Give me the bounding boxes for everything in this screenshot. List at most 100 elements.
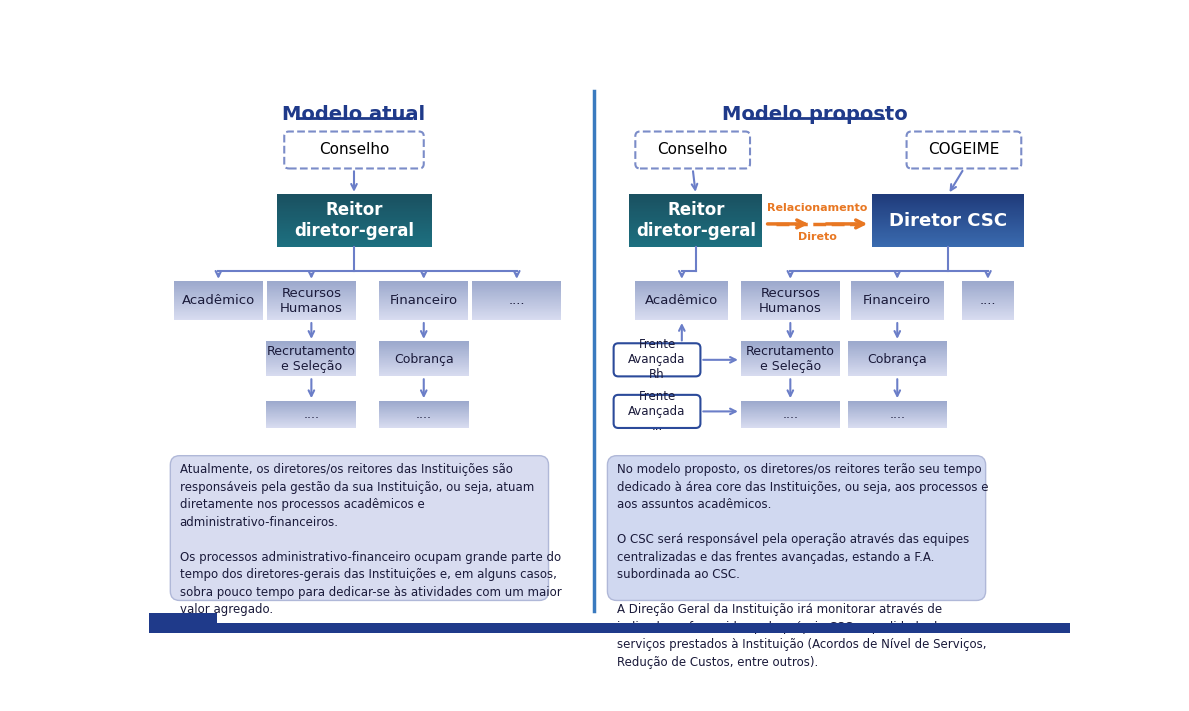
Bar — [848, 369, 946, 370]
Bar — [149, 623, 1070, 633]
Bar — [848, 416, 946, 417]
Bar — [472, 287, 561, 288]
Bar — [379, 406, 468, 407]
Bar — [472, 303, 561, 304]
Bar — [962, 314, 1014, 316]
Bar — [848, 357, 946, 358]
Bar — [174, 310, 263, 311]
Bar — [741, 351, 839, 352]
Bar — [174, 312, 263, 314]
Bar — [741, 312, 839, 314]
Bar — [379, 365, 468, 367]
Bar — [851, 296, 944, 298]
Bar — [741, 356, 839, 357]
Bar — [266, 355, 357, 356]
Bar — [962, 305, 1014, 306]
Bar — [741, 359, 839, 360]
Bar — [848, 345, 946, 346]
Bar — [629, 218, 762, 220]
Text: Conselho: Conselho — [319, 142, 389, 158]
Bar — [472, 290, 561, 291]
Bar — [629, 209, 762, 210]
Bar — [277, 228, 432, 229]
Bar — [741, 316, 839, 317]
Bar — [277, 242, 432, 243]
Bar — [629, 232, 762, 233]
Bar — [266, 341, 357, 343]
Bar — [741, 421, 839, 422]
Bar — [741, 368, 839, 369]
Text: Recursos
Humanos: Recursos Humanos — [279, 287, 342, 315]
Bar — [174, 288, 263, 289]
Bar — [379, 294, 468, 296]
Bar — [472, 304, 561, 306]
Bar — [635, 288, 729, 289]
Bar — [266, 423, 357, 424]
Bar — [629, 228, 762, 229]
Bar — [741, 358, 839, 359]
Bar — [635, 314, 729, 316]
Bar — [174, 313, 263, 314]
Bar — [266, 314, 356, 315]
Bar — [266, 425, 357, 427]
Bar — [873, 230, 1024, 231]
Bar — [629, 237, 762, 239]
Bar — [266, 301, 356, 302]
Bar — [379, 349, 468, 350]
Bar — [851, 287, 944, 288]
Bar — [629, 213, 762, 215]
Bar — [873, 225, 1024, 227]
Text: Frente
Avançada
Rh: Frente Avançada Rh — [628, 338, 686, 381]
Bar — [873, 202, 1024, 203]
Bar — [741, 406, 839, 407]
Text: Financeiro: Financeiro — [863, 294, 931, 307]
Bar — [848, 361, 946, 363]
Bar — [848, 417, 946, 418]
Text: Direto: Direto — [798, 232, 837, 242]
Bar — [277, 242, 432, 244]
Bar — [851, 314, 944, 315]
Bar — [848, 421, 946, 422]
Bar — [266, 410, 357, 411]
Bar — [851, 303, 944, 304]
Bar — [741, 355, 839, 356]
Bar — [741, 416, 839, 417]
Bar — [962, 290, 1014, 291]
Bar — [848, 407, 946, 409]
Bar — [741, 294, 839, 296]
Bar — [472, 293, 561, 294]
Bar — [472, 294, 561, 295]
Bar — [266, 291, 356, 292]
Bar — [635, 318, 729, 319]
Bar — [851, 294, 944, 295]
Bar — [266, 426, 357, 427]
Bar — [962, 283, 1014, 284]
Bar — [379, 319, 468, 320]
Bar — [277, 225, 432, 226]
Bar — [741, 298, 839, 299]
Bar — [379, 410, 468, 411]
Bar — [174, 299, 263, 300]
Bar — [629, 201, 762, 202]
Bar — [851, 316, 944, 318]
Bar — [962, 311, 1014, 312]
Bar — [629, 242, 762, 243]
Bar — [962, 310, 1014, 311]
Bar — [741, 372, 839, 373]
Bar — [873, 231, 1024, 232]
Bar — [266, 401, 357, 402]
Bar — [266, 310, 356, 311]
Bar — [629, 240, 762, 241]
Bar — [635, 282, 729, 283]
Bar — [379, 427, 468, 428]
Bar — [848, 425, 946, 427]
Bar — [379, 343, 468, 345]
Bar — [266, 416, 357, 417]
Bar — [277, 243, 432, 245]
Bar — [266, 419, 357, 420]
Bar — [379, 315, 468, 316]
Bar — [962, 294, 1014, 296]
Text: ....: .... — [509, 294, 526, 307]
Bar — [379, 408, 468, 409]
Bar — [277, 223, 432, 224]
